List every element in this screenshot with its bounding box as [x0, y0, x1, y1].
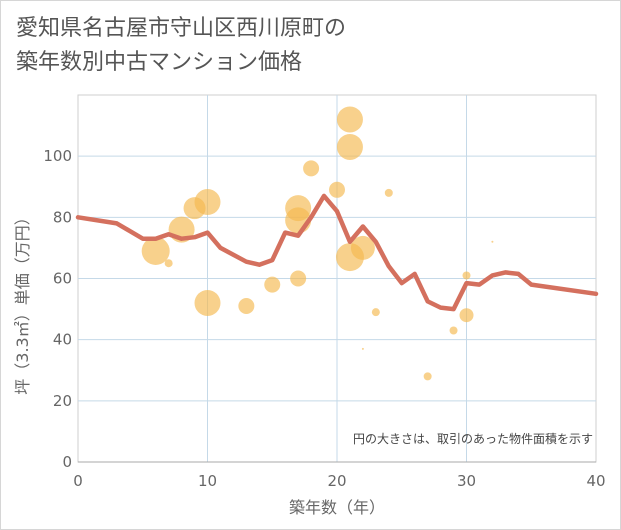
data-bubble	[290, 270, 307, 287]
data-bubble	[350, 235, 375, 260]
data-bubble	[459, 308, 474, 323]
y-tick-label: 100	[43, 147, 72, 165]
data-bubble	[238, 298, 255, 315]
data-bubble	[336, 133, 363, 160]
y-tick-label: 40	[53, 331, 72, 349]
x-tick-label: 30	[457, 472, 476, 490]
data-bubble	[303, 160, 320, 177]
average-price-line	[75, 193, 599, 312]
grid-layer	[77, 94, 597, 463]
x-tick-label: 40	[586, 472, 605, 490]
chart-title: 愛知県名古屋市守山区西川原町の 築年数別中古マンション価格	[16, 16, 347, 75]
data-bubble	[371, 308, 380, 317]
data-bubble	[449, 326, 458, 335]
data-bubble	[194, 289, 221, 316]
x-tick-label: 10	[198, 472, 217, 490]
data-bubble	[336, 106, 363, 133]
data-bubble	[194, 189, 221, 216]
y-tick-label: 20	[53, 392, 72, 410]
data-bubble	[491, 240, 494, 243]
data-bubble	[361, 347, 364, 350]
chart-annotation: 円の大きさは、取引のあった物件面積を示す	[353, 431, 593, 446]
y-tick-label: 0	[62, 453, 72, 471]
line-layer	[75, 193, 599, 312]
axis-layer: 0 10 20 30 40 0 20 40 60 80 100	[43, 147, 605, 490]
data-bubble	[264, 276, 281, 293]
y-tick-label: 60	[53, 270, 72, 288]
data-bubble	[141, 236, 170, 265]
data-bubble	[384, 188, 393, 197]
x-axis-title: 築年数（年）	[289, 498, 385, 517]
data-bubble	[164, 259, 173, 268]
x-tick-label: 20	[327, 472, 346, 490]
y-axis-title: 坪（3.3㎡）単価（万円）	[13, 209, 32, 394]
data-bubble	[462, 271, 471, 280]
x-tick-label: 0	[73, 472, 83, 490]
data-bubble	[329, 181, 345, 198]
data-bubble	[423, 372, 432, 381]
y-tick-label: 80	[53, 208, 72, 226]
